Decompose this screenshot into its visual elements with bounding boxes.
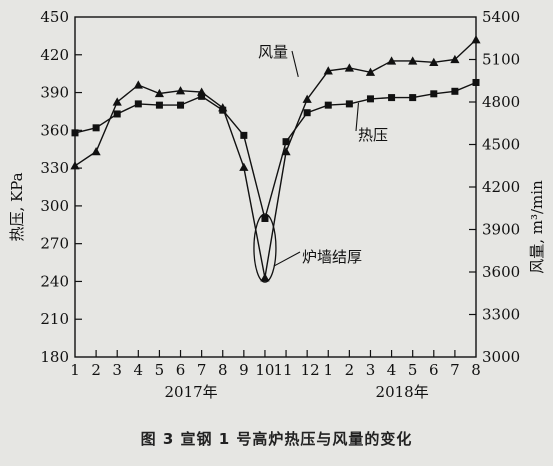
left-y-tick-label: 270 [40, 235, 69, 253]
data-point-triangle [91, 146, 101, 156]
right-y-tick-label: 4500 [482, 136, 520, 154]
data-point-square [261, 214, 269, 222]
data-point-square [92, 124, 100, 132]
data-point-square [240, 131, 248, 139]
figure-caption: 图 3 宣钢 1 号高炉热压与风量的变化 [140, 430, 413, 448]
left-y-tick-label: 330 [40, 159, 69, 177]
data-point-triangle [323, 66, 333, 75]
data-point-triangle [450, 54, 460, 64]
data-point-square [451, 87, 459, 95]
right-y-tick-label: 3000 [482, 348, 520, 366]
data-point-square [324, 101, 332, 109]
year-label-2018: 2018年 [376, 383, 429, 401]
chart-axes: 热压, KPa 风量, m³/min [8, 16, 546, 358]
data-point-square [409, 94, 417, 102]
chart-series [70, 35, 481, 282]
right-y-tick-label: 3900 [482, 221, 520, 239]
x-tick-label: 5 [408, 361, 418, 379]
x-tick-label: 9 [239, 361, 249, 379]
data-point-square [71, 129, 79, 137]
year-label-2017: 2017年 [164, 383, 217, 401]
series-line-airflow [74, 39, 477, 278]
annotation-pressure-leader [355, 102, 360, 132]
left-y-tick-label: 180 [40, 348, 69, 366]
data-point-triangle [429, 57, 439, 67]
data-point-triangle [260, 273, 270, 282]
data-point-square [388, 94, 396, 102]
data-point-square [303, 109, 311, 117]
left-y-tick-label: 420 [40, 46, 69, 64]
x-tick-label: 8 [471, 361, 481, 379]
x-tick-label: 11 [274, 361, 293, 379]
data-point-square [366, 95, 374, 103]
chart-ticks: 1802102402703003303603904204503000330036… [40, 8, 520, 401]
data-point-triangle [133, 80, 143, 89]
data-point-triangle [281, 146, 291, 156]
data-point-triangle [154, 88, 165, 98]
x-tick-label: 1 [323, 361, 333, 379]
x-tick-label: 5 [155, 361, 165, 379]
x-tick-label: 6 [176, 361, 186, 379]
data-point-square [198, 92, 206, 100]
right-axis-title: 风量, m³/min [528, 180, 546, 274]
annotation-wall-thickening-label: 炉墙结厚 [302, 248, 362, 266]
right-y-tick-label: 4800 [482, 93, 520, 111]
data-point-square [134, 100, 142, 108]
data-point-triangle [408, 56, 418, 65]
x-tick-label: 7 [450, 361, 460, 379]
annotation-pressure-label: 热压 [358, 126, 388, 144]
x-tick-label: 4 [387, 361, 397, 379]
data-point-square [177, 101, 185, 109]
x-tick-label: 1 [70, 361, 80, 379]
data-point-triangle [302, 94, 312, 103]
left-y-tick-label: 450 [40, 8, 69, 26]
data-point-square [113, 110, 121, 118]
x-tick-label: 4 [134, 361, 144, 379]
left-y-tick-label: 300 [40, 197, 69, 215]
right-y-tick-label: 5400 [482, 8, 520, 26]
plot-frame [74, 16, 477, 358]
data-point-triangle [365, 67, 376, 76]
x-tick-label: 8 [218, 361, 228, 379]
left-y-tick-label: 210 [40, 310, 69, 328]
annotation-airflow-leader [291, 50, 299, 77]
x-tick-label: 2 [345, 361, 355, 379]
data-point-triangle [386, 56, 397, 65]
x-tick-label: 12 [301, 361, 320, 379]
x-tick-label: 7 [197, 361, 207, 379]
data-point-square [155, 101, 163, 109]
right-y-tick-label: 3600 [482, 263, 520, 281]
x-tick-label: 6 [429, 361, 439, 379]
data-point-triangle [70, 161, 80, 170]
left-y-tick-label: 240 [40, 272, 69, 290]
x-tick-label: 3 [366, 361, 376, 379]
right-y-tick-label: 5100 [482, 51, 520, 69]
data-point-square [345, 100, 353, 108]
data-point-square [282, 138, 290, 146]
data-point-square [219, 106, 227, 114]
annotation-airflow-label: 风量 [258, 43, 288, 61]
left-y-tick-label: 390 [40, 84, 69, 102]
data-point-square [472, 78, 480, 86]
data-point-triangle [112, 97, 122, 106]
right-y-tick-label: 3300 [482, 306, 520, 324]
x-tick-label: 2 [91, 361, 101, 379]
x-tick-label: 10 [255, 361, 274, 379]
x-tick-label: 3 [112, 361, 122, 379]
annotation-wall-thickening-leader [273, 251, 301, 267]
data-point-triangle [175, 86, 186, 95]
data-point-triangle [344, 63, 354, 72]
right-y-tick-label: 4200 [482, 178, 520, 196]
left-y-tick-label: 360 [40, 121, 69, 139]
left-axis-title: 热压, KPa [8, 172, 26, 241]
data-point-square [430, 90, 438, 98]
data-point-triangle [471, 35, 481, 44]
data-point-triangle [239, 162, 249, 171]
series-line-pressure [74, 81, 477, 222]
annotation-wall-thickening-ellipse [253, 213, 277, 283]
